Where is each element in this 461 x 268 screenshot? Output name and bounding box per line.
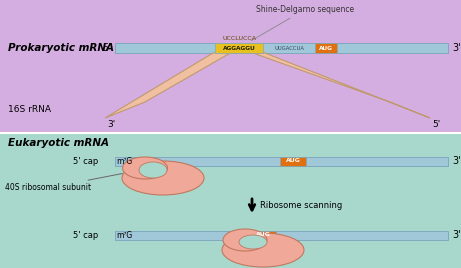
Ellipse shape (122, 161, 204, 195)
Bar (0, 133, 461, 268)
Polygon shape (105, 48, 430, 118)
Bar (280, 157, 306, 166)
Bar (315, 43, 337, 53)
Text: 5': 5' (102, 43, 111, 53)
Text: 5': 5' (432, 120, 440, 129)
Ellipse shape (223, 229, 267, 251)
Text: 40S ribosomal subunit: 40S ribosomal subunit (5, 174, 122, 192)
Text: Prokaryotic mRNA: Prokaryotic mRNA (8, 43, 114, 53)
Text: Eukaryotic mRNA: Eukaryotic mRNA (8, 138, 109, 148)
Ellipse shape (239, 235, 267, 249)
Ellipse shape (222, 233, 304, 267)
Text: m⁷G: m⁷G (116, 230, 132, 240)
Text: 16S rRNA: 16S rRNA (8, 106, 51, 114)
Text: 3': 3' (452, 230, 461, 240)
Text: 3': 3' (452, 156, 461, 166)
Bar (115, 230, 448, 240)
Text: m⁷G: m⁷G (116, 157, 132, 166)
Text: 3': 3' (452, 43, 461, 53)
Text: AGGAGGU: AGGAGGU (223, 46, 255, 50)
Text: AUG: AUG (285, 158, 301, 163)
Text: Ribosome scanning: Ribosome scanning (260, 202, 342, 210)
Text: AUG: AUG (319, 46, 333, 50)
Bar (115, 157, 448, 166)
Bar (250, 230, 276, 240)
Text: AUG: AUG (255, 233, 271, 237)
Text: UUGACCUA: UUGACCUA (274, 46, 304, 50)
Ellipse shape (123, 157, 167, 179)
Bar (215, 43, 263, 53)
Bar (115, 43, 448, 53)
Text: 5' cap: 5' cap (73, 230, 98, 240)
Ellipse shape (139, 162, 167, 178)
Text: Shine-Delgarno sequence: Shine-Delgarno sequence (251, 5, 354, 41)
Text: 5' cap: 5' cap (73, 157, 98, 166)
Bar (0, 0, 461, 133)
Text: 3': 3' (107, 120, 115, 129)
Text: UCCLUCCA: UCCLUCCA (222, 36, 256, 42)
